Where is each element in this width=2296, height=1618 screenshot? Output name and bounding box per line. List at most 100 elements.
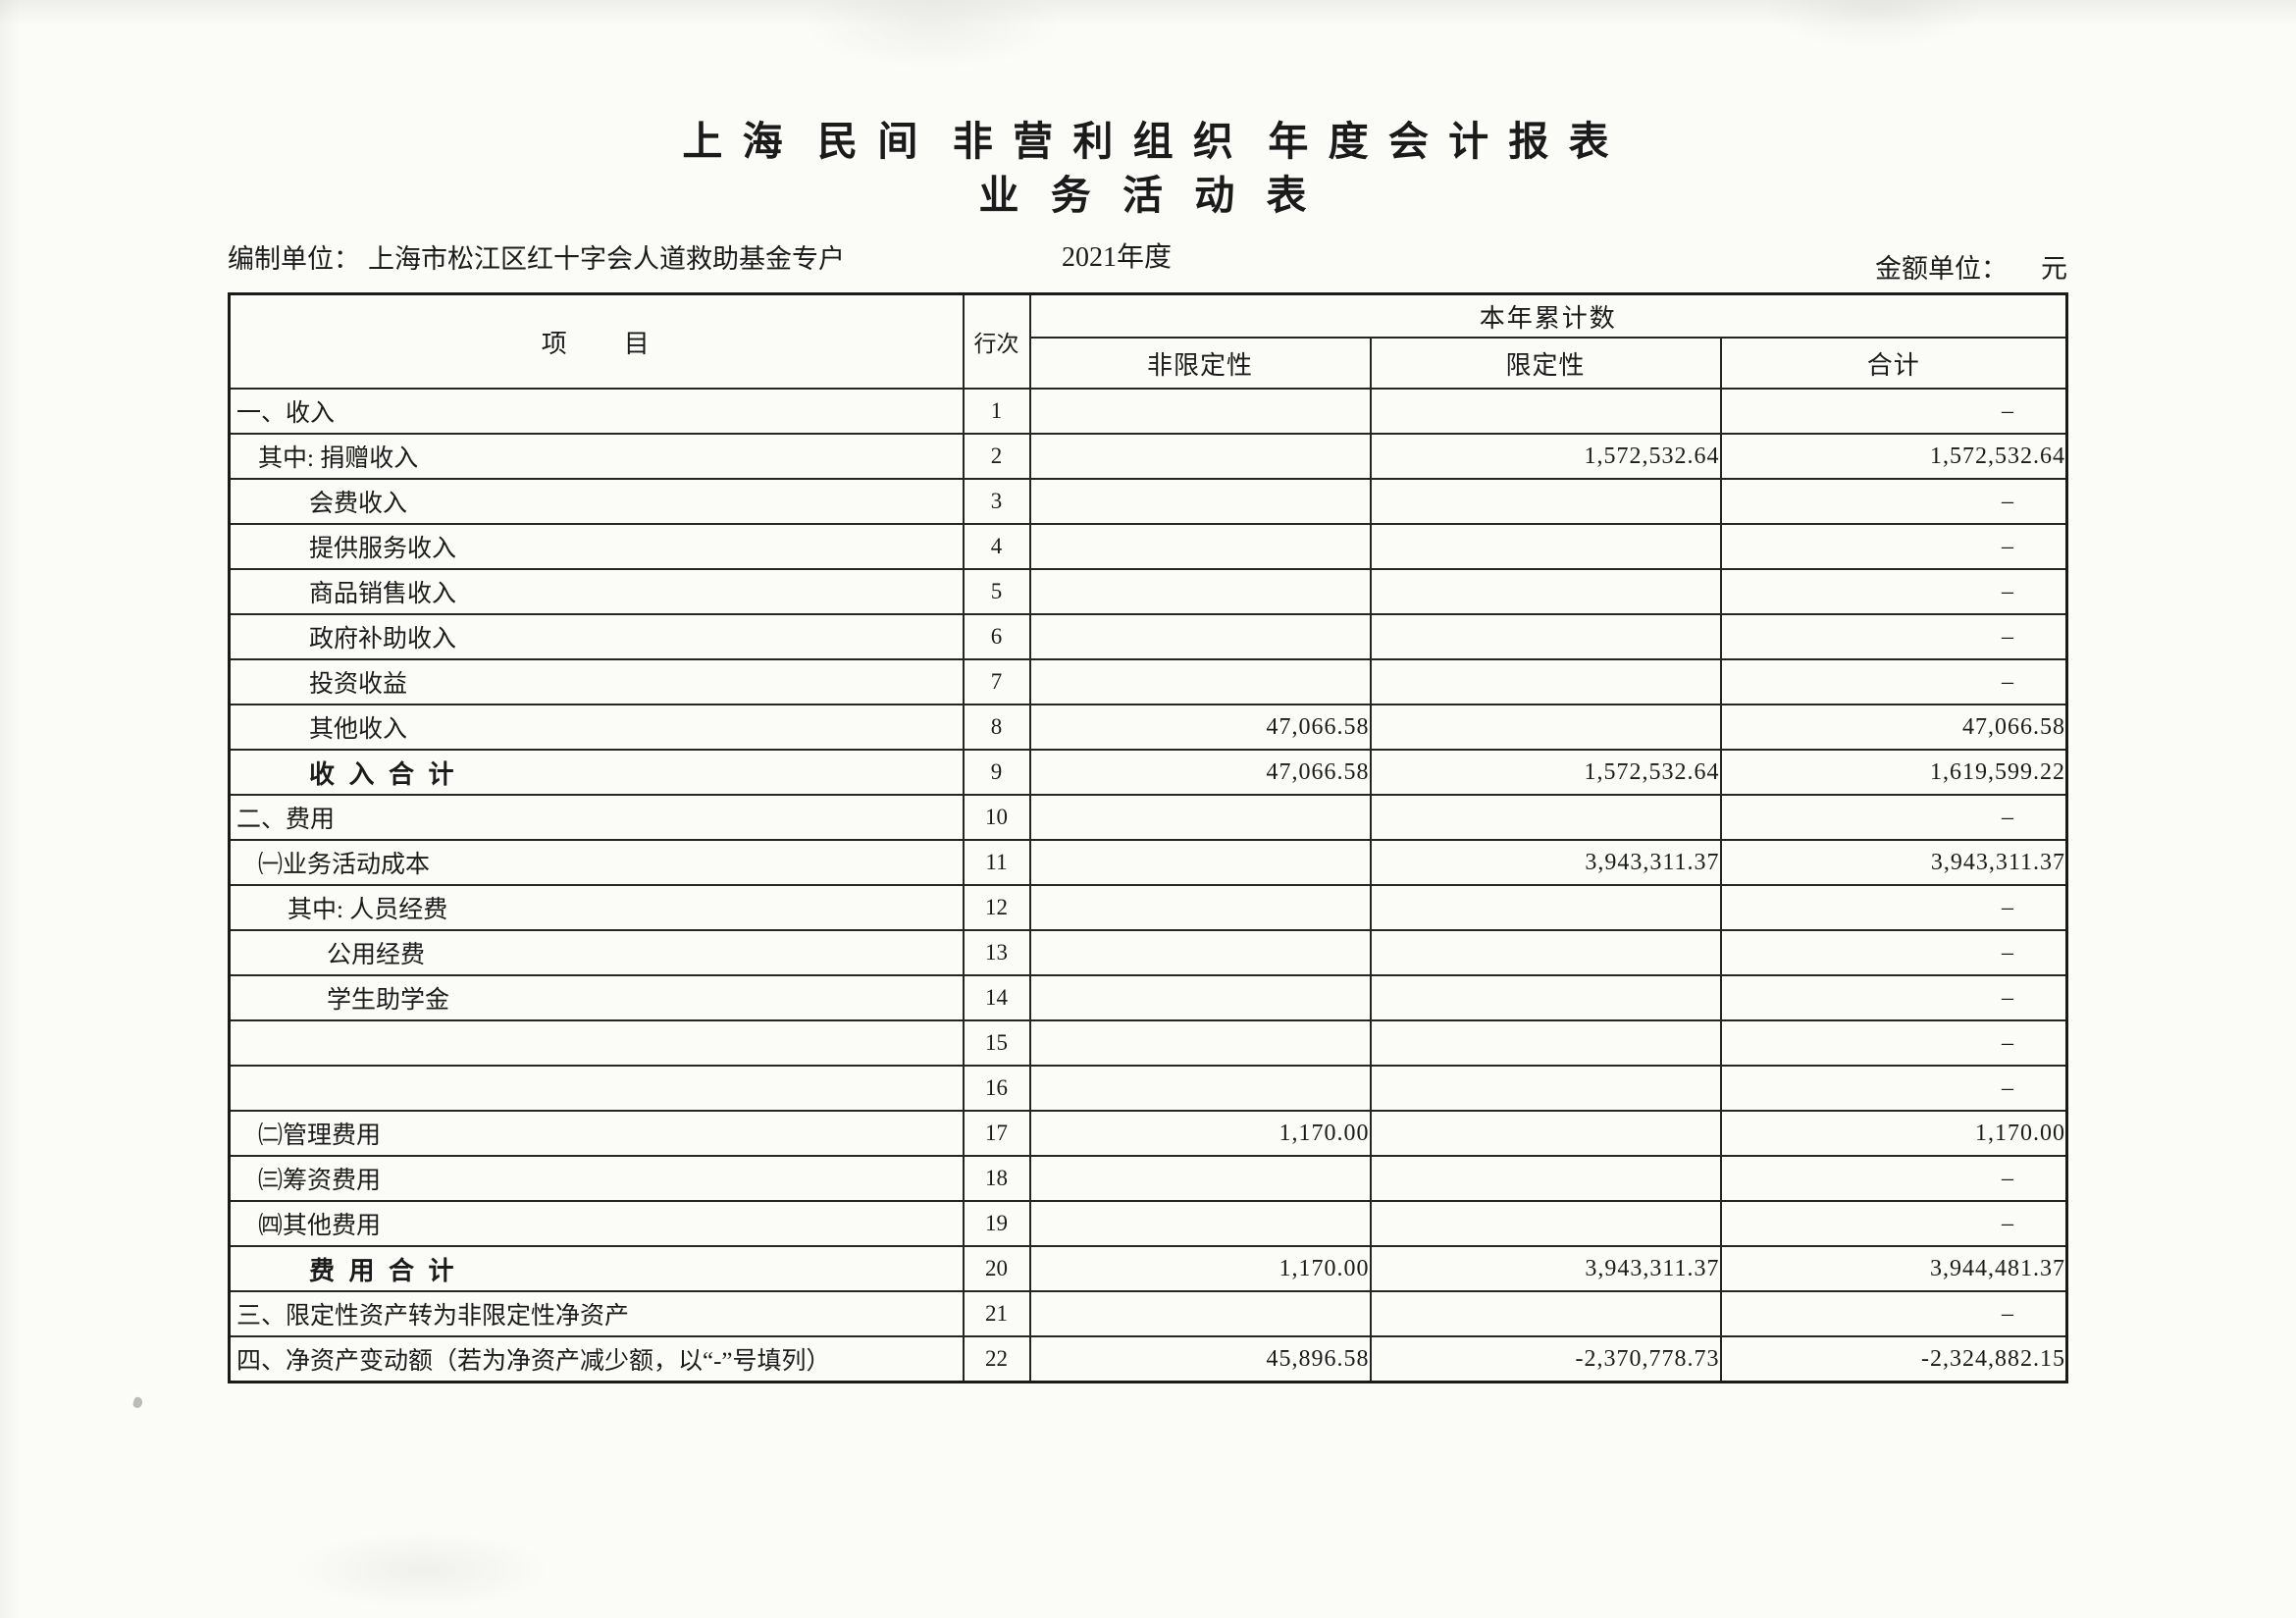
business-activity-table: 项 目 行次 本年累计数 非限定性 限定性 合计 一、收入 1– 其中: 捐赠收入 2…: [228, 292, 2069, 1383]
line-no-cell: 8: [962, 704, 1031, 751]
total-cell: 47,066.58: [1719, 704, 2068, 751]
restricted-cell: [1369, 523, 1722, 570]
total-cell: –: [1719, 1019, 2068, 1067]
line-no-cell: 7: [962, 658, 1031, 705]
item-cell: 会费收入: [228, 478, 965, 525]
item-cell: 其中: 捐赠收入: [228, 433, 965, 480]
total-cell: –: [1719, 1065, 2068, 1112]
unrestricted-cell: [1028, 884, 1372, 931]
table-row: 提供服务收入 4 –: [228, 523, 2068, 570]
total-cell: 1,619,599.22: [1719, 749, 2068, 796]
unrestricted-cell: 1,170.00: [1028, 1245, 1372, 1292]
table-row: 16 –: [228, 1065, 2068, 1112]
unrestricted-cell: [1028, 1200, 1372, 1247]
total-cell: –: [1719, 523, 2068, 570]
line-no-cell: 12: [962, 884, 1031, 931]
restricted-cell: 3,943,311.37: [1369, 1245, 1722, 1292]
restricted-cell: [1369, 704, 1722, 751]
restricted-cell: [1369, 1065, 1722, 1112]
unrestricted-cell: 45,896.58: [1028, 1335, 1372, 1383]
total-cell: –: [1719, 929, 2068, 976]
total-cell: -2,324,882.15: [1719, 1335, 2068, 1383]
restricted-cell: [1369, 929, 1722, 976]
restricted-cell: 1,572,532.64: [1369, 749, 1722, 796]
unrestricted-cell: [1028, 568, 1372, 615]
restricted-cell: [1369, 794, 1722, 841]
table-row: 三、限定性资产转为非限定性净资产 21 –: [228, 1290, 2068, 1337]
scan-artifact: [1766, 0, 1982, 49]
item-cell: ㈡管理费用: [228, 1110, 965, 1157]
restricted-cell: [1369, 1019, 1722, 1067]
table-row: 四、净资产变动额（若为净资产减少额，以“-”号填列） 22 45,896.58 -2,…: [228, 1335, 2068, 1383]
line-no-cell: 6: [962, 613, 1031, 660]
report-title: 上 海 民 间 非 营 利 组 织 年 度 会 计 报 表: [682, 119, 1614, 164]
restricted-cell: 3,943,311.37: [1369, 839, 1722, 886]
restricted-cell: [1369, 613, 1722, 660]
total-cell: –: [1719, 884, 2068, 931]
total-cell: –: [1719, 388, 2068, 435]
item-cell: 其中: 人员经费: [228, 884, 965, 931]
item-cell: [228, 1065, 965, 1112]
unrestricted-cell: [1028, 478, 1372, 525]
line-no-cell: 4: [962, 523, 1031, 570]
table-row: 会费收入 3 –: [228, 478, 2068, 525]
item-cell: ㈢筹资费用: [228, 1155, 965, 1202]
item-cell: 收 入 合 计: [228, 749, 965, 796]
unrestricted-cell: [1028, 974, 1372, 1021]
line-no-cell: 16: [962, 1065, 1031, 1112]
line-no-cell: 11: [962, 839, 1031, 886]
unrestricted-cell: [1028, 1019, 1372, 1067]
scan-artifact: [0, 0, 20, 1618]
unrestricted-cell: [1028, 929, 1372, 976]
restricted-cell: [1369, 478, 1722, 525]
unrestricted-cell: 47,066.58: [1028, 749, 1372, 796]
amount-unit-label: 金额单位：: [1875, 254, 2008, 284]
item-cell: 一、收入: [228, 388, 965, 435]
scan-artifact: [131, 1395, 144, 1410]
item-cell: 其他收入: [228, 704, 965, 751]
restricted-cell: [1369, 1200, 1722, 1247]
unrestricted-cell: [1028, 1155, 1372, 1202]
amount-unit-value: 元: [2041, 254, 2067, 284]
total-cell: –: [1719, 1155, 2068, 1202]
total-cell: –: [1719, 658, 2068, 705]
total-cell: –: [1719, 568, 2068, 615]
total-cell: –: [1719, 478, 2068, 525]
table-row: 一、收入 1 –: [228, 388, 2068, 435]
table-body: 一、收入 1– 其中: 捐赠收入 2 1,572,532.64 1,572,532.64 会…: [228, 388, 2068, 1383]
item-cell: 公用经费: [228, 929, 965, 976]
table-row: 投资收益 7 –: [228, 658, 2068, 705]
restricted-cell: [1369, 884, 1722, 931]
unrestricted-cell: [1028, 794, 1372, 841]
line-no-cell: 19: [962, 1200, 1031, 1247]
item-cell: ㈠业务活动成本: [228, 839, 965, 886]
line-no-cell: 17: [962, 1110, 1031, 1157]
report-subtitle: 业 务 活 动 表: [978, 173, 1318, 218]
table-row: 学生助学金 14 –: [228, 974, 2068, 1021]
line-no-cell: 18: [962, 1155, 1031, 1202]
restricted-cell: [1369, 1110, 1722, 1157]
table-row: 商品销售收入 5 –: [228, 568, 2068, 615]
line-no-cell: 15: [962, 1019, 1031, 1067]
unrestricted-cell: [1028, 613, 1372, 660]
line-no-cell: 5: [962, 568, 1031, 615]
table-subheader-row: 非限定性 限定性 合计: [230, 337, 2068, 390]
item-cell: 提供服务收入: [228, 523, 965, 570]
restricted-cell: [1369, 388, 1722, 435]
item-cell: 投资收益: [228, 658, 965, 705]
unrestricted-cell: [1028, 433, 1372, 480]
col-header-line-no: 行次: [962, 292, 1031, 390]
item-cell: 商品销售收入: [228, 568, 965, 615]
unrestricted-cell: [1028, 1290, 1372, 1337]
table-header-row: 项 目 行次 本年累计数: [228, 292, 2068, 390]
restricted-cell: -2,370,778.73: [1369, 1335, 1722, 1383]
line-no-cell: 22: [962, 1335, 1031, 1383]
item-cell: 三、限定性资产转为非限定性净资产: [228, 1290, 965, 1337]
col-header-item: 项 目: [228, 292, 965, 390]
table-row: 政府补助收入 6 –: [228, 613, 2068, 660]
table-row: 费 用 合 计 20 1,170.00 3,943,311.37 3,944,481.3…: [228, 1245, 2068, 1292]
col-header-ytd-group: 本年累计数: [1028, 292, 2068, 339]
col-header-unrestricted: 非限定性: [1028, 337, 1372, 390]
col-header-restricted: 限定性: [1369, 337, 1722, 390]
